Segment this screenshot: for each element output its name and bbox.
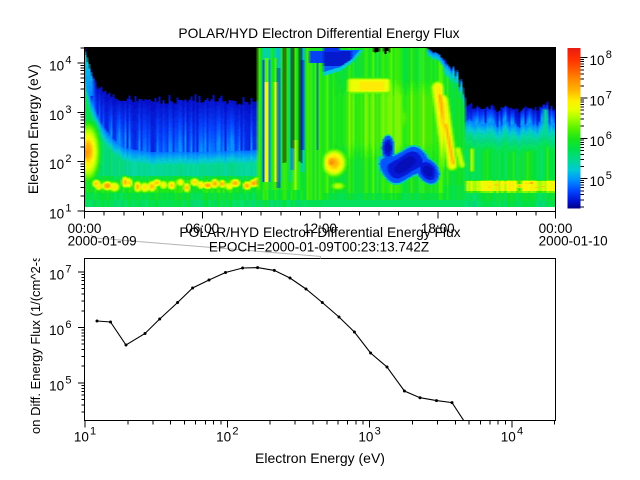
svg-text:18:00: 18:00 bbox=[421, 221, 455, 236]
svg-text:06:00: 06:00 bbox=[185, 221, 219, 236]
svg-text:POLAR/HYD Electron Differenti: POLAR/HYD Electron Differential Energy F… bbox=[178, 26, 459, 41]
svg-text:2000-01-09: 2000-01-09 bbox=[68, 234, 137, 249]
svg-text:POLAR/HYD Electron Differenti: POLAR/HYD Electron Differential Energy F… bbox=[179, 225, 460, 240]
svg-text:12:00: 12:00 bbox=[303, 221, 337, 236]
svg-text:on Diff. Energy Flux (1/(cm^2-: on Diff. Energy Flux (1/(cm^2-s- bbox=[28, 251, 43, 434]
svg-text:2000-01-10: 2000-01-10 bbox=[539, 234, 608, 249]
svg-text:00:00: 00:00 bbox=[539, 221, 573, 236]
svg-text:Electron Energy (eV): Electron Energy (eV) bbox=[255, 450, 385, 466]
svg-text:Electron Energy (eV): Electron Energy (eV) bbox=[25, 64, 41, 194]
svg-text:EPOCH=2000-01-09T00:23:13.742Z: EPOCH=2000-01-09T00:23:13.742Z bbox=[209, 240, 429, 255]
svg-text:00:00: 00:00 bbox=[68, 221, 102, 236]
